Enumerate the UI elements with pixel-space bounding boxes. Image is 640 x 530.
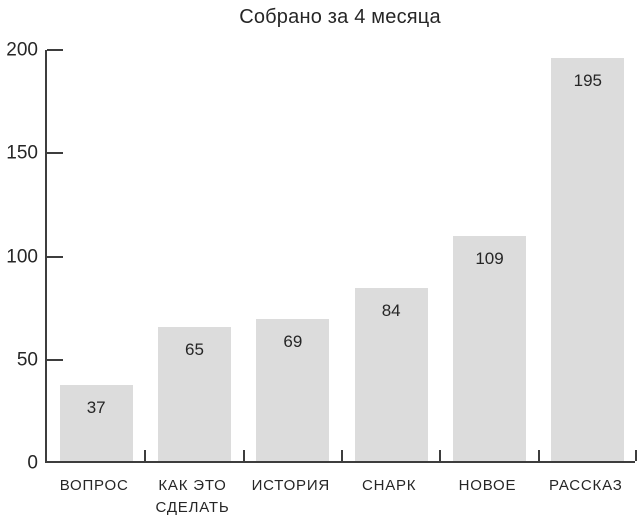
bar-value-label: 109 — [475, 248, 504, 268]
chart-title: Собрано за 4 месяца — [239, 6, 441, 28]
y-tick — [47, 255, 63, 258]
y-tick-label: 200 — [6, 39, 38, 61]
x-tick — [144, 450, 147, 461]
x-category-label: НОВОЕ — [458, 477, 517, 494]
bar: 65 — [158, 326, 231, 461]
y-tick — [47, 152, 63, 155]
bar: 195 — [551, 58, 625, 461]
x-category-label: СНАРК — [361, 477, 417, 494]
bar-value-label: 195 — [573, 71, 603, 91]
x-tick — [439, 450, 442, 461]
y-tick — [47, 358, 63, 361]
x-category-label: ИСТОРИЯ — [251, 477, 331, 494]
bar: 109 — [453, 235, 526, 461]
x-axis-labels: ВОПРОС КАК ЭТО СДЕЛАТЬ ИСТОРИЯ СНАРК НОВОЕ РА… — [45, 475, 635, 519]
bar-value-label: 84 — [381, 300, 401, 320]
bar: 84 — [354, 287, 428, 461]
y-tick-label: 0 — [27, 452, 38, 474]
plot-area: 0 50 100 150 200 37 65 69 84 109 195 — [6, 41, 637, 473]
bar-value-label: 65 — [185, 339, 204, 359]
y-tick-label: 50 — [16, 349, 38, 371]
x-tick — [242, 450, 245, 461]
bar: 37 — [59, 384, 133, 461]
x-category-label: ВОПРОС — [59, 477, 129, 494]
bar-value-label: 69 — [283, 331, 303, 351]
bar: 69 — [256, 318, 330, 461]
y-tick-label: 100 — [6, 246, 38, 267]
y-tick — [47, 49, 63, 51]
x-category-label: РАССКАЗ — [549, 477, 623, 494]
x-category-label: КАК ЭТО СДЕЛАТЬ — [155, 477, 230, 516]
x-tick — [537, 450, 540, 461]
x-tick — [635, 450, 637, 461]
x-tick — [341, 450, 343, 461]
y-tick-label: 150 — [6, 142, 38, 164]
bar-value-label: 37 — [86, 397, 106, 417]
